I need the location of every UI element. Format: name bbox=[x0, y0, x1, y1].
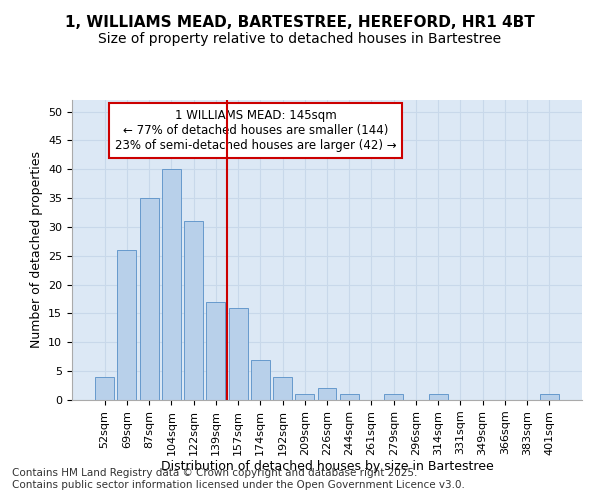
Text: 1, WILLIAMS MEAD, BARTESTREE, HEREFORD, HR1 4BT: 1, WILLIAMS MEAD, BARTESTREE, HEREFORD, … bbox=[65, 15, 535, 30]
Bar bbox=[162, 169, 181, 400]
Bar bbox=[295, 394, 314, 400]
Bar bbox=[184, 221, 203, 400]
Bar bbox=[540, 394, 559, 400]
Bar bbox=[206, 302, 225, 400]
Bar bbox=[95, 377, 114, 400]
Y-axis label: Number of detached properties: Number of detached properties bbox=[29, 152, 43, 348]
Bar bbox=[118, 250, 136, 400]
Bar bbox=[229, 308, 248, 400]
X-axis label: Distribution of detached houses by size in Bartestree: Distribution of detached houses by size … bbox=[161, 460, 493, 473]
Bar bbox=[140, 198, 158, 400]
Bar bbox=[251, 360, 270, 400]
Bar bbox=[340, 394, 359, 400]
Bar bbox=[317, 388, 337, 400]
Bar bbox=[429, 394, 448, 400]
Bar bbox=[384, 394, 403, 400]
Text: Size of property relative to detached houses in Bartestree: Size of property relative to detached ho… bbox=[98, 32, 502, 46]
Text: 1 WILLIAMS MEAD: 145sqm
← 77% of detached houses are smaller (144)
23% of semi-d: 1 WILLIAMS MEAD: 145sqm ← 77% of detache… bbox=[115, 109, 397, 152]
Bar bbox=[273, 377, 292, 400]
Text: Contains HM Land Registry data © Crown copyright and database right 2025.
Contai: Contains HM Land Registry data © Crown c… bbox=[12, 468, 465, 490]
